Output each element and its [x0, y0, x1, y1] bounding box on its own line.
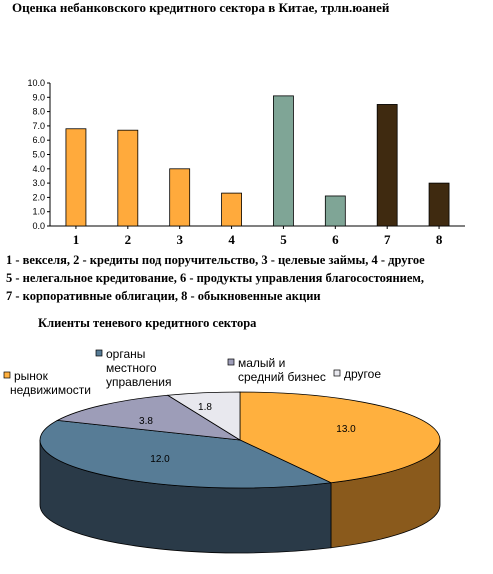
bar: [273, 95, 294, 227]
pie-side-wall: [39, 439, 332, 554]
pie-value-label: 1.8: [198, 402, 212, 413]
bar: [428, 182, 450, 227]
bar: [376, 104, 398, 227]
y-tick-label: 5.0: [32, 150, 45, 160]
bar: [117, 129, 139, 227]
pie-legend-marker: [333, 369, 341, 377]
legend-note-line-3: 7 - корпоративные облигации, 8 - обыкнов…: [6, 289, 321, 303]
x-tick-label: 3: [176, 232, 183, 247]
pie-value-label: 3.8: [139, 416, 153, 427]
x-tick-label: 6: [332, 232, 339, 247]
bar-chart: 0.0 1.0 2.0 3.0 4.0 5.0 6.0 7.0 8.0 9.0 10.0 1 2 3 4 5 6…: [27, 78, 465, 247]
y-tick-label: 6.0: [32, 135, 45, 145]
pie-side-wall: [330, 439, 441, 549]
bar-chart-title: Оценка небанковского кредитного сектора …: [12, 0, 390, 15]
pie-value-label: 12.0: [150, 454, 170, 465]
y-tick-label: 7.0: [32, 121, 45, 131]
pie-legend-label: органы: [106, 347, 145, 361]
x-tick-label: 4: [228, 232, 235, 247]
y-tick-label: 10.0: [27, 78, 45, 88]
pie-chart-title: Клиенты теневого кредитного сектора: [38, 316, 257, 330]
y-tick-label: 0.0: [32, 221, 45, 231]
bar: [324, 195, 346, 227]
pie-legend-label: другое: [344, 367, 381, 381]
y-tick-label: 4.0: [32, 164, 45, 174]
pie-legend-marker: [95, 349, 103, 357]
pie-legend-label: недвижимости: [10, 383, 91, 397]
y-tick-label: 1.0: [32, 207, 45, 217]
legend-note-line-2: 5 - нелегальное кредитование, 6 - продук…: [6, 271, 425, 285]
y-tick-label: 9.0: [32, 92, 45, 102]
x-tick-label: 8: [436, 232, 443, 247]
x-tick-label: 5: [280, 232, 287, 247]
pie-slice: [239, 391, 441, 484]
pie-legend-label: рынок: [14, 369, 49, 383]
bar: [221, 192, 242, 227]
bar: [65, 128, 87, 227]
pie-slice: [166, 391, 241, 441]
y-tick-label: 8.0: [32, 107, 45, 117]
pie-legend-marker: [3, 371, 11, 379]
bar: [169, 168, 191, 227]
pie-slice: [39, 419, 333, 489]
pie-legend-label: малый и: [238, 356, 285, 370]
pie-value-label: 13.0: [336, 424, 356, 435]
x-tick-label: 2: [125, 232, 132, 247]
pie-legend-label: средний бизнес: [238, 370, 326, 384]
pie-slice: [56, 394, 241, 441]
y-tick-label: 2.0: [32, 192, 45, 202]
x-tick-label: 1: [73, 232, 80, 247]
pie-legend-marker: [227, 358, 235, 366]
y-tick-label: 3.0: [32, 178, 45, 188]
pie-legend-label: местного: [106, 361, 157, 375]
pie-legend-label: управления: [106, 375, 171, 389]
x-tick-label: 7: [384, 232, 391, 247]
bar-chart-legend-notes: 1 - векселя, 2 - кредиты под поручительс…: [6, 251, 491, 305]
legend-note-line-1: 1 - векселя, 2 - кредиты под поручительс…: [6, 253, 425, 267]
